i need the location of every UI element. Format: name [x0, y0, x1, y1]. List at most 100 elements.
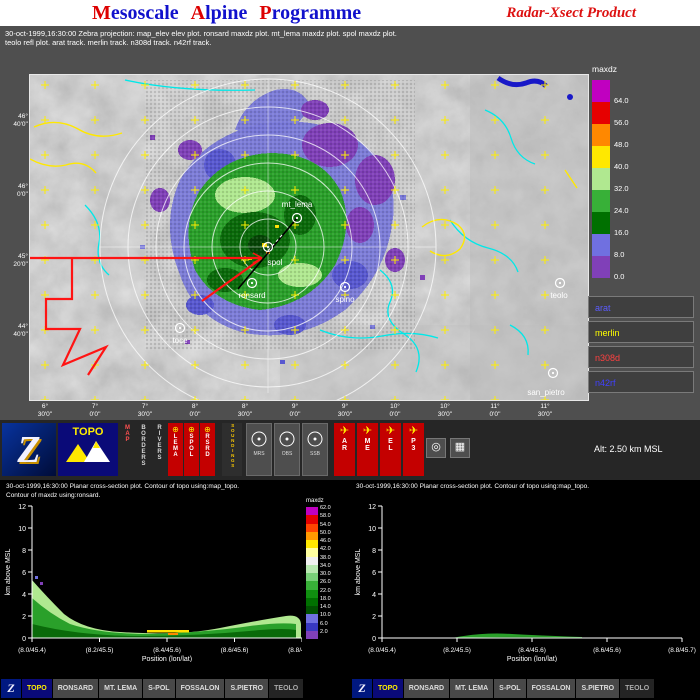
map-overlay-button[interactable]: MAP [120, 423, 135, 476]
mt-lema-button[interactable]: MT. LEMA [450, 679, 494, 698]
site-marker-spino [339, 281, 351, 293]
radar-map[interactable]: mt_lema spol ronsard spino toce teolo sa… [29, 74, 589, 416]
zebra-mini-logo[interactable]: Z [1, 679, 21, 698]
site-marker-teolo [554, 277, 566, 289]
target-tool-button[interactable]: ◎ [426, 438, 446, 458]
colorbar-swatch [592, 168, 610, 190]
s-pol-button[interactable]: S-POL [143, 679, 175, 698]
legend-track-arat[interactable]: arat [588, 296, 694, 318]
topo-button-label: TOPO [72, 426, 104, 438]
xsect-left-toolbar: Z TOPO RONSARD MT. LEMA S-POL FOSSALON S… [1, 679, 347, 698]
app-title: Mesoscale Alpine Programme [92, 2, 368, 25]
xtick: (8.6/45.6) [593, 647, 621, 654]
ytick: 8 [22, 548, 26, 555]
aircraft-merlin-button[interactable]: ✈ ME [357, 423, 378, 476]
aircraft-arat-button[interactable]: ✈ AR [334, 423, 355, 476]
ytick: 10 [368, 526, 376, 533]
radar-map-canvas: mt_lema spol ronsard spino toce teolo sa… [29, 75, 588, 416]
ytick: 0 [372, 636, 376, 643]
station-icon [279, 431, 295, 447]
legend-track-n308d[interactable]: n308d [588, 346, 694, 368]
teolo-button[interactable]: TEOLO [620, 679, 655, 698]
aircraft-electra-button[interactable]: ✈ EL [380, 423, 401, 476]
lat-label: 45° 20'0'' [13, 253, 28, 268]
mini-colorbar-labels: 62.0 58.0 54.0 50.0 46.0 42.0 38.0 34.0 30.0… [320, 505, 331, 635]
target-icon: ◎ [431, 441, 441, 453]
colorbar-label: 32.0 [614, 184, 629, 193]
site-labels: mt_lema spol ronsard spino toce teolo sa… [172, 200, 568, 397]
station-obs-button[interactable]: OBS [274, 423, 300, 476]
ytick: 4 [372, 592, 376, 599]
xsect-left-header2: Contour of maxdz using:ronsard. [6, 492, 101, 499]
grid-tool-button[interactable]: ▦ [450, 438, 470, 458]
fossalon-button[interactable]: FOSSALON [526, 679, 576, 698]
main-toolbar: Z TOPO MAP BORDERS RIVERS ⊕ LEMA ⊕ SPOL ⊕ R… [0, 420, 700, 480]
plane-icon: ✈ [362, 425, 373, 437]
xtick: (8.4/45.6) [518, 647, 546, 654]
borders-overlay-button[interactable]: BORDERS [136, 423, 151, 476]
graticule-marks [30, 75, 588, 400]
station-icon [307, 431, 323, 447]
lon-label: 9° 30'0'' [337, 403, 353, 418]
site-label-ronsard: ronsard [238, 291, 265, 300]
lat-label: 46° 0'0'' [17, 183, 28, 198]
aircraft-p3-button[interactable]: ✈ P3 [403, 423, 424, 476]
s-pol-button[interactable]: S-POL [494, 679, 526, 698]
colorbar-title: maxdz [592, 64, 618, 74]
zebra-logo-button[interactable]: Z [2, 423, 56, 476]
legend-track-n42rf[interactable]: n42rf [588, 371, 694, 393]
rivers-overlay-button[interactable]: RIVERS [152, 423, 167, 476]
zebra-window: 30-oct-1999,16:30:00 Zebra projection: m… [0, 26, 700, 420]
plane-icon: ✈ [408, 425, 419, 437]
site-label-toce: toce [172, 336, 188, 345]
xsect-left-plot: 12 10 8 6 4 2 0 km above MSL (8.0/45.4) … [5, 504, 302, 662]
ytick: 6 [22, 570, 26, 577]
topo-button-small[interactable]: TOPO [22, 679, 52, 698]
colorbar-swatch [592, 256, 610, 278]
radar-ronsard-button[interactable]: ⊕ RSRD [200, 423, 215, 476]
mt-lema-button[interactable]: MT. LEMA [99, 679, 143, 698]
s-pietro-button[interactable]: S.PIETRO [225, 679, 269, 698]
station-ssb-button[interactable]: SSB [302, 423, 328, 476]
xsect-right-plot: 12 10 8 6 4 2 0 km above MSL (8.0/45.4) … [355, 504, 696, 662]
track-overlays [30, 217, 298, 376]
xtick: (8.4/45.6) [153, 647, 181, 654]
fossalon-button[interactable]: FOSSALON [175, 679, 225, 698]
xsect-left-panel: 30-oct-1999,16:30:00 Planar cross-sectio… [2, 480, 348, 662]
colorbar-swatch [592, 146, 610, 168]
s-pietro-button[interactable]: S.PIETRO [576, 679, 620, 698]
soundings-button[interactable]: SOUNDINGS [222, 423, 242, 476]
ytick: 12 [18, 504, 26, 511]
topo-button-small[interactable]: TOPO [373, 679, 403, 698]
altitude-readout: Alt: 2.50 km MSL [594, 444, 663, 454]
colorbar-swatch [592, 190, 610, 212]
teolo-button[interactable]: TEOLO [269, 679, 304, 698]
topo-button[interactable]: TOPO [58, 423, 118, 476]
radar-lema-button[interactable]: ⊕ LEMA [168, 423, 183, 476]
xtick: (8.0/45.4) [18, 647, 46, 654]
station-mrs-button[interactable]: MRS [246, 423, 272, 476]
ronsard-button[interactable]: RONSARD [52, 679, 99, 698]
ytick: 4 [22, 592, 26, 599]
ytick: 0 [22, 636, 26, 643]
lon-label: 8° 30'0'' [237, 403, 253, 418]
xsect-right-panel: 30-oct-1999,16:30:00 Planar cross-sectio… [352, 480, 700, 662]
zebra-mini-logo[interactable]: Z [352, 679, 372, 698]
radar-spol-button[interactable]: ⊕ SPOL [184, 423, 199, 476]
status-line-1: 30-oct-1999,16:30:00 Zebra projection: m… [5, 29, 397, 38]
colorbar-label: 8.0 [614, 250, 625, 259]
legend-track-merlin[interactable]: merlin [588, 321, 694, 343]
colorbar-label: 64.0 [614, 96, 629, 105]
ytick: 2 [22, 614, 26, 621]
title-bar: Mesoscale Alpine Programme Radar-Xsect P… [0, 0, 700, 26]
aircraft-button-row: ✈ AR ✈ ME ✈ EL ✈ P3 [334, 423, 424, 476]
site-marker-ronsard [246, 277, 258, 289]
colorbar-label: 0.0 [614, 272, 625, 281]
xsect-xlabel: Position (lon/lat) [142, 656, 192, 662]
xtick: (8.8/45.7) [288, 647, 302, 654]
ronsard-button[interactable]: RONSARD [403, 679, 450, 698]
lon-label: 7° 0'0'' [89, 403, 101, 418]
colorbar [592, 80, 610, 278]
xsect-xlabel: Position (lon/lat) [507, 656, 557, 662]
